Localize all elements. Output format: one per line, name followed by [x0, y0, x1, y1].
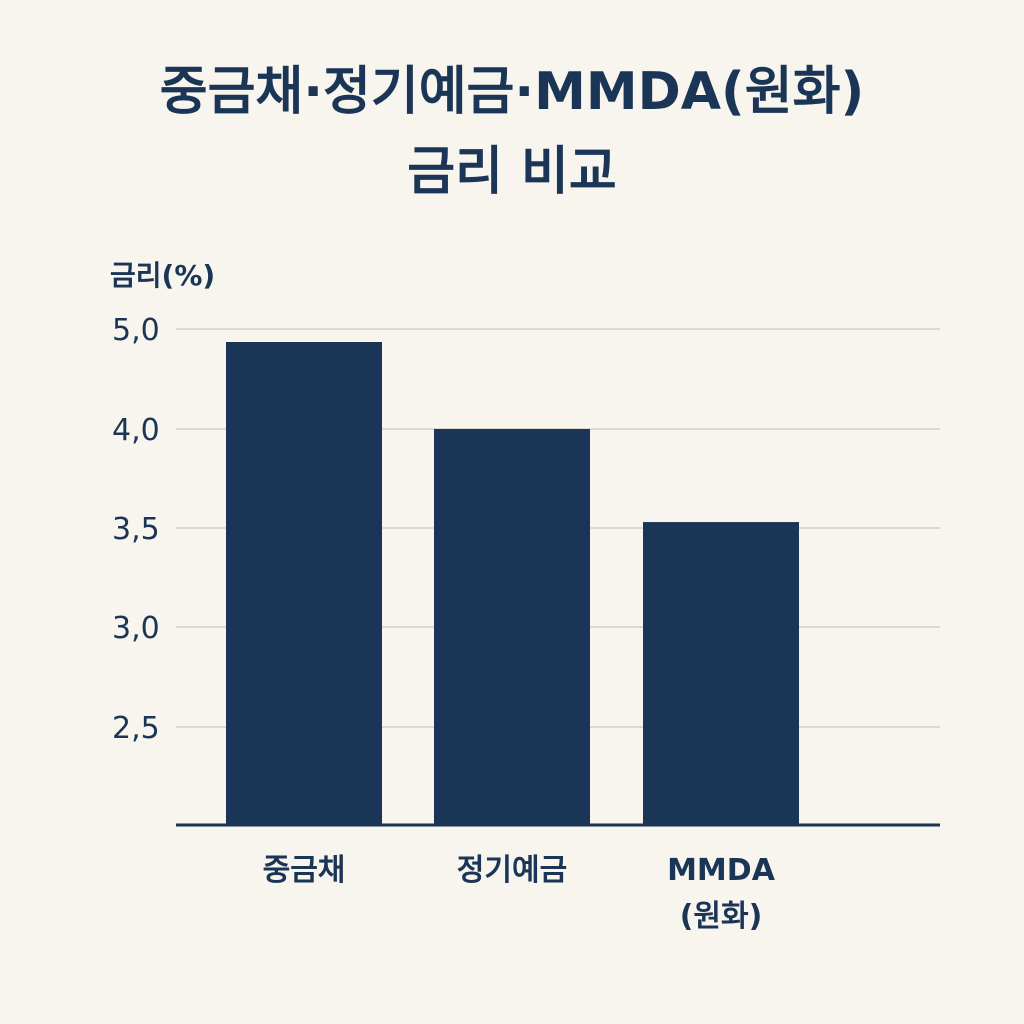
y-tick-label: 3,0 [112, 611, 160, 646]
x-category-label: 중금채 [263, 853, 346, 888]
chart-title-line-1: 중금채·정기예금·MMDA(원화) [159, 62, 865, 122]
y-axis-label: 금리(%) [110, 259, 216, 292]
x-category-label: MMDA [667, 853, 776, 888]
chart-title-line-2: 금리 비교 [407, 142, 617, 202]
y-tick-label: 2,5 [112, 711, 160, 746]
bar [434, 429, 590, 825]
bar [226, 342, 382, 825]
y-tick-label: 5,0 [112, 313, 160, 348]
y-tick-label: 4,0 [112, 413, 160, 448]
y-tick-label: 3,5 [112, 512, 160, 547]
x-category-label: 정기예금 [457, 853, 567, 888]
x-category-label: (원화) [680, 899, 763, 934]
bar [643, 522, 799, 825]
